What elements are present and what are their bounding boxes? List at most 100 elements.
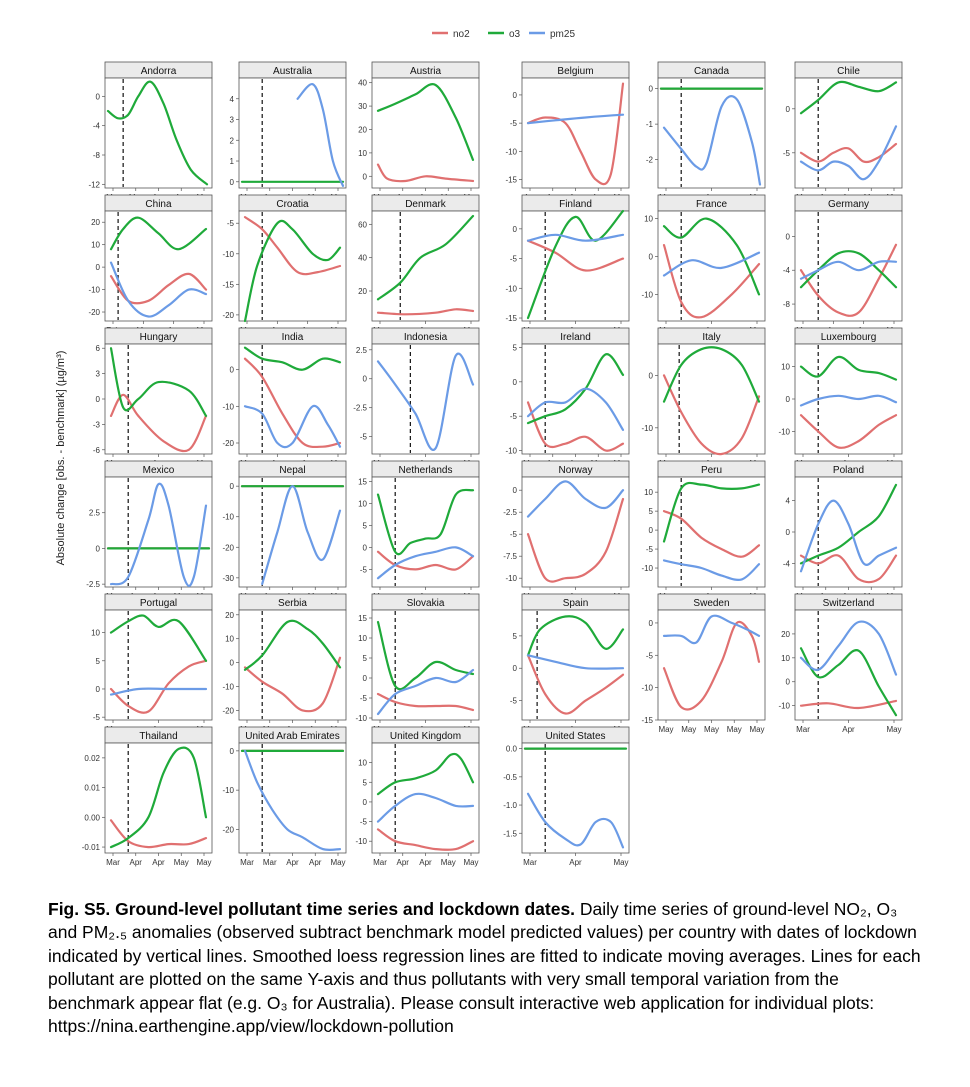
series-line-o3 (526, 353, 625, 425)
y-tick-label: 0 (649, 371, 654, 380)
series-line-pm25 (799, 620, 898, 676)
y-tick-label: 2.5 (356, 346, 368, 355)
y-tick-label: 5 (363, 778, 368, 787)
y-tick-label: 0 (96, 263, 101, 272)
x-tick-label: Mar (106, 858, 120, 867)
y-tick-label: 0 (649, 526, 654, 535)
y-tick-label: 0 (649, 619, 654, 628)
y-tick-label: 0 (96, 544, 101, 553)
x-tick-label: Apr (842, 725, 855, 734)
panel-frame (104, 343, 213, 455)
series-line-pm25 (799, 260, 898, 280)
panel-frame (521, 609, 630, 721)
series-line-no2 (526, 401, 625, 452)
panel-title: Switzerland (823, 598, 875, 609)
legend-label-o3: o3 (509, 29, 521, 40)
series-line-o3 (799, 355, 898, 381)
y-tick-label: -6 (93, 446, 101, 455)
y-tick-label: 3 (96, 370, 101, 379)
x-tick-label: Apr (152, 858, 165, 867)
panel-title: Austria (410, 66, 442, 77)
y-tick-label: -5 (646, 545, 654, 554)
series-line-no2 (243, 656, 342, 713)
y-tick-label: 0 (96, 395, 101, 404)
panel-title: Peru (701, 465, 722, 476)
legend: no2 o3 pm25 (432, 29, 575, 40)
panel-title: Spain (563, 598, 589, 609)
y-tick-label: 10 (781, 363, 790, 372)
y-tick-label: 0 (513, 225, 518, 234)
y-tick-label: -2.5 (86, 580, 100, 589)
panel-title: Poland (833, 465, 864, 476)
panel-frame (657, 609, 766, 721)
series-line-pm25 (662, 614, 761, 645)
y-tick-label: -10 (222, 683, 234, 692)
series-line-pm25 (376, 546, 475, 580)
series-line-no2 (376, 828, 475, 851)
panel-title: Luxembourg (821, 332, 877, 343)
panel-frame (238, 476, 347, 588)
y-tick-label: 20 (225, 611, 234, 620)
panel-frame (371, 609, 480, 721)
y-tick-label: -12 (88, 180, 100, 189)
series-line-pm25 (526, 387, 625, 431)
panel-title: Thailand (139, 731, 177, 742)
y-tick-label: -5 (360, 433, 368, 442)
y-tick-label: -5 (783, 149, 791, 158)
x-tick-label: May (704, 725, 719, 734)
y-tick-label: 0 (513, 486, 518, 495)
x-tick-label: Mar (240, 858, 254, 867)
y-tick-label: 15 (358, 477, 367, 486)
x-tick-label: Apr (569, 858, 582, 867)
y-tick-label: 0 (363, 798, 368, 807)
x-tick-label: Mar (263, 858, 277, 867)
y-tick-label: 0 (786, 232, 791, 241)
y-tick-label: -10 (222, 513, 234, 522)
panel-title: China (145, 199, 172, 210)
y-tick-label: 6 (96, 344, 101, 353)
figure-caption: Fig. S5. Ground-level pollutant time ser… (48, 898, 928, 1038)
y-tick-label: 0 (230, 366, 235, 375)
y-tick-label: 5 (649, 507, 654, 516)
panel-title: Ireland (560, 332, 591, 343)
series-line-pm25 (662, 251, 761, 277)
y-tick-label: -10 (505, 147, 517, 156)
y-tick-label: 30 (358, 102, 367, 111)
panel-title: Germany (828, 199, 869, 210)
x-tick-label: Apr (309, 858, 322, 867)
y-tick-label: -10 (641, 424, 653, 433)
panel-denmark: Denmark604020MarAprMay (358, 194, 480, 335)
y-tick-label: -5 (93, 713, 101, 722)
y-tick-label: 2 (230, 136, 235, 145)
y-tick-label: -5 (646, 651, 654, 660)
y-tick-label: -5 (360, 818, 368, 827)
series-line-pm25 (799, 499, 898, 573)
y-tick-label: 0 (96, 92, 101, 101)
panel-frame (657, 77, 766, 189)
series-line-no2 (376, 308, 475, 316)
y-tick-label: 10 (91, 241, 100, 250)
y-tick-label: -5 (227, 219, 235, 228)
x-tick-label: Apr (397, 858, 410, 867)
series-line-no2 (662, 374, 761, 456)
panel-title: Andorra (141, 66, 177, 77)
x-tick-label: May (330, 858, 345, 867)
y-tick-label: -10 (505, 574, 517, 583)
y-tick-label: -10 (88, 286, 100, 295)
y-tick-label: -3 (93, 420, 101, 429)
panel-australia: Australia43210MarAprAprMayMay (230, 61, 347, 202)
series-line-o3 (662, 481, 761, 543)
y-tick-label: -1.0 (503, 801, 517, 810)
y-tick-label: -15 (222, 280, 234, 289)
series-line-o3 (243, 619, 342, 671)
series-line-pm25 (526, 654, 625, 670)
x-tick-label: May (613, 858, 628, 867)
series-line-pm25 (526, 233, 625, 242)
y-tick-label: 0 (786, 105, 791, 114)
x-tick-label: May (441, 858, 456, 867)
y-tick-label: 0 (513, 664, 518, 673)
